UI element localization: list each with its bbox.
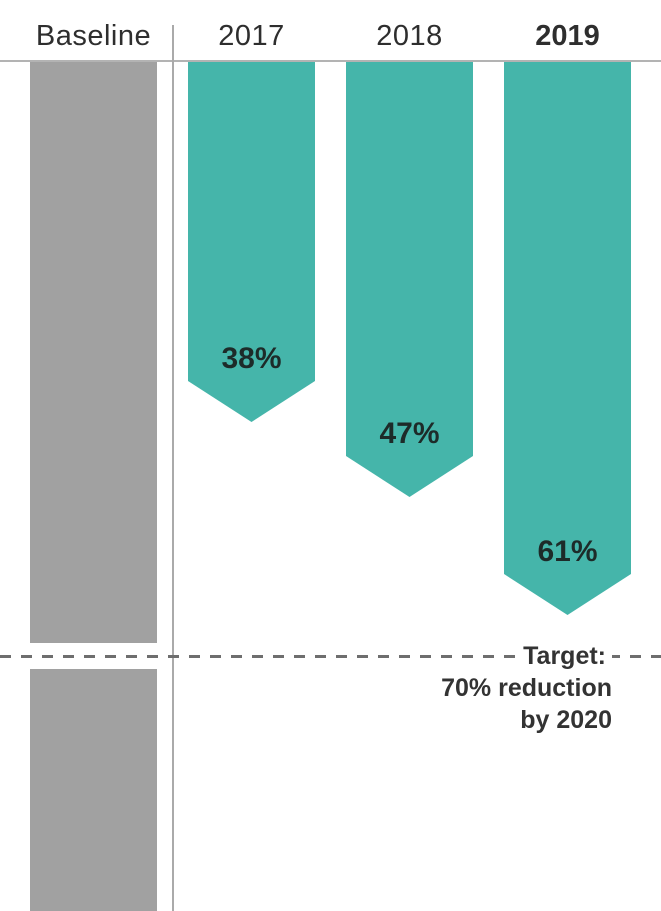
column-label-2019: 2019 — [535, 20, 600, 52]
value-label-2019: 61% — [537, 535, 598, 568]
target-annotation-line2: 70% reduction — [441, 674, 612, 702]
bar-2018: 47% — [346, 62, 473, 497]
value-label-2017: 38% — [221, 342, 282, 375]
baseline-bar-upper-segment — [30, 62, 157, 643]
target-annotation-line3: by 2020 — [520, 706, 612, 734]
baseline-bar-lower-segment — [30, 669, 157, 911]
column-label-2017: 2017 — [218, 20, 285, 52]
column-label-2018: 2018 — [376, 20, 443, 52]
value-label-2018: 47% — [379, 417, 440, 450]
bar-2019: 61% — [504, 62, 631, 615]
target-annotation-line1: Target: — [441, 640, 612, 672]
bar-2017: 38% — [188, 62, 315, 422]
target-dashed-line — [0, 655, 661, 658]
column-label-baseline: Baseline — [35, 20, 152, 52]
target-annotation: Target: 70% reduction by 2020 — [441, 640, 612, 736]
axis-top-line — [0, 60, 661, 62]
column-divider-line — [172, 25, 174, 911]
